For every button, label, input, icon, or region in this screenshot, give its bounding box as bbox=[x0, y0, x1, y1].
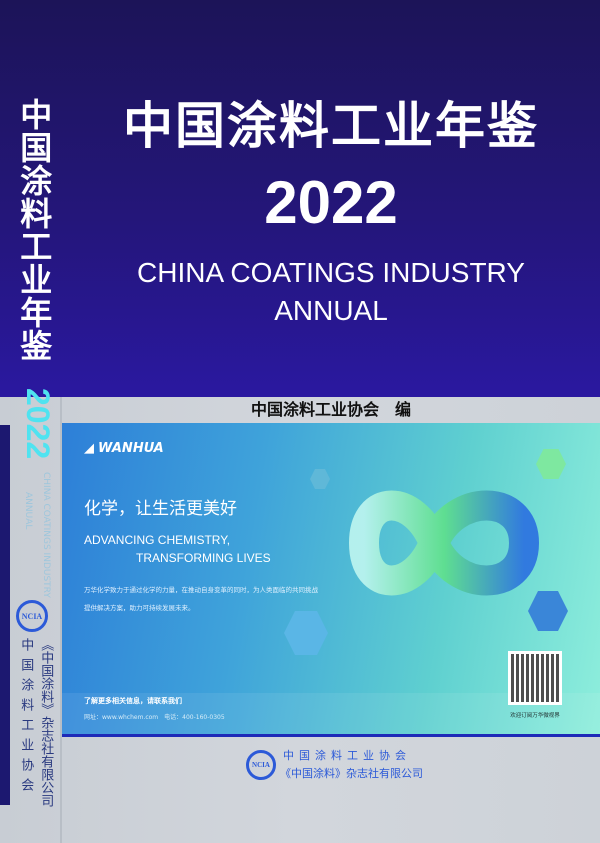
cover-top-band bbox=[0, 0, 600, 397]
contact-title: 了解更多相关信息，请联系我们 bbox=[84, 697, 182, 705]
title-en-line1: CHINA COATINGS INDUSTRY bbox=[137, 257, 525, 288]
ncia-logo-icon: NCIA bbox=[16, 600, 48, 632]
publisher-association: 中国涂料工业协会 bbox=[283, 749, 411, 762]
qr-code bbox=[508, 651, 562, 705]
spine-title-en: CHINA COATINGS INDUSTRY bbox=[40, 472, 51, 598]
hex-icon bbox=[310, 469, 330, 489]
ad-slogan-en: ADVANCING CHEMISTRY, TRANSFORMING LIVES bbox=[84, 531, 271, 567]
qr-caption: 欢迎订阅万华微视界 bbox=[510, 713, 560, 719]
spine-title: 中国涂料工业年鉴 bbox=[15, 98, 54, 362]
hex-icon bbox=[536, 449, 566, 479]
spine-association: 中国涂料工业协会 bbox=[18, 638, 34, 798]
editor-line: 中国涂料工业协会 编 bbox=[250, 400, 411, 419]
ad-slogan: 化学，让生活更美好 bbox=[84, 499, 237, 519]
spine-year: 2022 bbox=[20, 388, 57, 460]
shield-hex-icon bbox=[528, 591, 568, 631]
wanhua-advertisement: ◢ WANHUA 化学，让生活更美好 ADVANCING CHEMISTRY, TR… bbox=[62, 423, 600, 737]
publisher-magazine: 《中国涂料》杂志社有限公司 bbox=[280, 767, 423, 780]
spine-divider bbox=[60, 397, 62, 843]
spine-edge bbox=[0, 425, 10, 805]
contact-detail: 网址：www.whchem.com 电话：400-160-0305 bbox=[84, 714, 225, 721]
ad-description: 万华化学致力于通过化学的力量，在推动自身变革的同时，为人类面临的共同挑战提供解决… bbox=[84, 586, 318, 612]
spine-title-en-2: ANNUAL bbox=[22, 492, 33, 530]
spine-publisher: 《中国涂料》杂志社有限公司 bbox=[38, 638, 54, 807]
hex-icon bbox=[284, 611, 328, 655]
title-en-line2: ANNUAL bbox=[274, 295, 388, 326]
cover-year: 2022 bbox=[264, 169, 398, 236]
cover-title-en: CHINA COATINGS INDUSTRY ANNUAL bbox=[62, 254, 600, 330]
wanhua-logo: ◢ WANHUA bbox=[84, 441, 164, 456]
brand-name: WANHUA bbox=[98, 441, 164, 456]
ncia-logo-icon: NCIA bbox=[246, 750, 276, 780]
slogan-en-line1: ADVANCING CHEMISTRY, bbox=[84, 533, 231, 547]
slogan-en-line2: TRANSFORMING LIVES bbox=[136, 551, 271, 565]
wanhua-logo-icon: ◢ bbox=[84, 441, 94, 456]
infinity-graphic-icon bbox=[348, 490, 540, 596]
cover-title: 中国涂料工业年鉴 bbox=[123, 97, 539, 155]
